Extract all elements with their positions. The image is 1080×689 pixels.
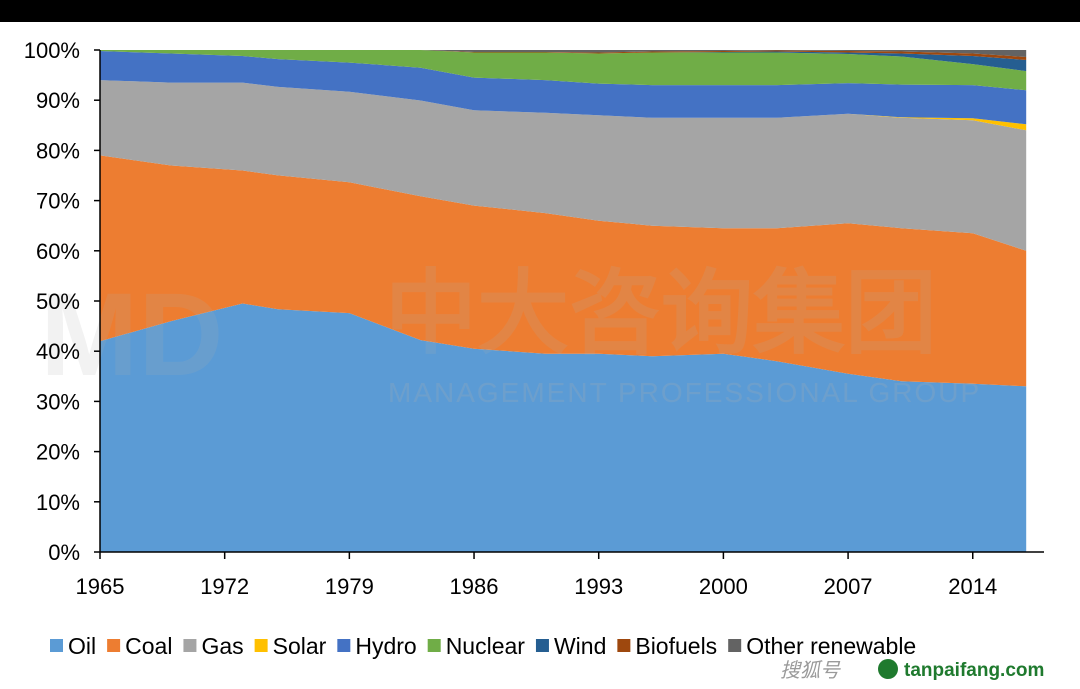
legend-swatch	[50, 639, 63, 652]
area-series-group	[100, 50, 1027, 552]
legend-swatch	[183, 639, 197, 652]
x-axis-ticks: 1965 1972 1979 1986 1993 2000 2007 2014	[76, 552, 997, 599]
axes: 0%10%20%30%40%50%60%70%80%90%100% 1965 19…	[24, 38, 1044, 599]
legend-swatch	[107, 639, 121, 652]
y-tick-label: 100%	[24, 38, 80, 63]
legend-swatch	[427, 639, 441, 652]
y-tick-label: 0%	[48, 540, 80, 565]
x-tick-label: 1979	[325, 574, 374, 599]
x-tick-label: 1986	[450, 574, 499, 599]
x-tick-label: 2000	[699, 574, 748, 599]
legend-label: Other renewable	[746, 633, 916, 659]
legend-label: Gas	[201, 633, 243, 659]
x-tick-label: 1972	[200, 574, 249, 599]
area-series-nuclear	[100, 50, 1027, 91]
legend-label: Solar	[273, 633, 327, 659]
legend-item-other-renewable: Other renewable	[728, 633, 916, 659]
watermark-logo: MD	[40, 269, 224, 401]
area-series-coal	[100, 155, 1027, 387]
x-tick-label: 2014	[948, 574, 997, 599]
y-tick-label: 20%	[36, 440, 80, 465]
legend-item-hydro: Hydro	[337, 633, 417, 659]
source-right-text: tanpaifang.com	[904, 660, 1044, 681]
legend-label: Coal	[125, 633, 172, 659]
top-black-bar	[0, 0, 1080, 22]
legend-label: Nuclear	[446, 633, 526, 659]
legend-swatch	[337, 639, 351, 652]
legend-item-wind: Wind	[535, 633, 606, 659]
area-series-other-renewable	[100, 50, 1027, 57]
area-series-oil	[100, 303, 1027, 552]
legend-label: Oil	[68, 633, 96, 659]
y-tick-label: 50%	[36, 289, 80, 314]
source-left-text: 搜狐号	[780, 658, 841, 682]
legend-swatch	[617, 639, 631, 652]
legend-swatch	[535, 639, 549, 652]
x-tick-label: 1993	[574, 574, 623, 599]
watermark-english-text: MANAGEMENT PROFESSIONAL GROUP	[388, 377, 981, 408]
legend-item-coal: Coal	[107, 633, 172, 659]
legend-item-gas: Gas	[183, 633, 244, 659]
source-marks: 搜狐号 tanpaifang.com	[780, 658, 1044, 682]
legend-item-biofuels: Biofuels	[617, 633, 717, 659]
leaf-logo-icon	[878, 659, 898, 679]
y-tick-label: 30%	[36, 389, 80, 414]
watermark-chinese-text: 中大咨询集团	[385, 260, 937, 367]
x-tick-label: 1965	[76, 574, 125, 599]
legend-item-nuclear: Nuclear	[427, 633, 526, 659]
y-tick-label: 40%	[36, 339, 80, 364]
y-axis-ticks: 0% 10% 20% 30% 40% 50% 60% 70% 80% 90% 100%	[24, 38, 100, 565]
legend-item-solar: Solar	[254, 633, 327, 659]
legend-label: Hydro	[355, 633, 416, 659]
area-series-hydro	[100, 51, 1027, 125]
watermark: MD 中大咨询集团 MANAGEMENT PROFESSIONAL GROUP	[40, 260, 981, 408]
legend: Oil Coal Gas Solar Hydro Nuclear Wind Biofuels O…	[50, 633, 916, 659]
y-tick-label: 60%	[36, 239, 80, 264]
x-tick-label: 2007	[824, 574, 873, 599]
legend-swatch	[728, 639, 742, 652]
legend-item-oil: Oil	[50, 633, 96, 659]
area-series-gas	[100, 80, 1027, 251]
legend-swatch	[254, 639, 268, 652]
legend-label: Biofuels	[635, 633, 717, 659]
y-tick-label: 80%	[36, 138, 80, 163]
y-tick-label: 90%	[36, 88, 80, 113]
legend-label: Wind	[554, 633, 606, 659]
y-tick-label: 10%	[36, 490, 80, 515]
y-tick-label: 70%	[36, 189, 80, 214]
